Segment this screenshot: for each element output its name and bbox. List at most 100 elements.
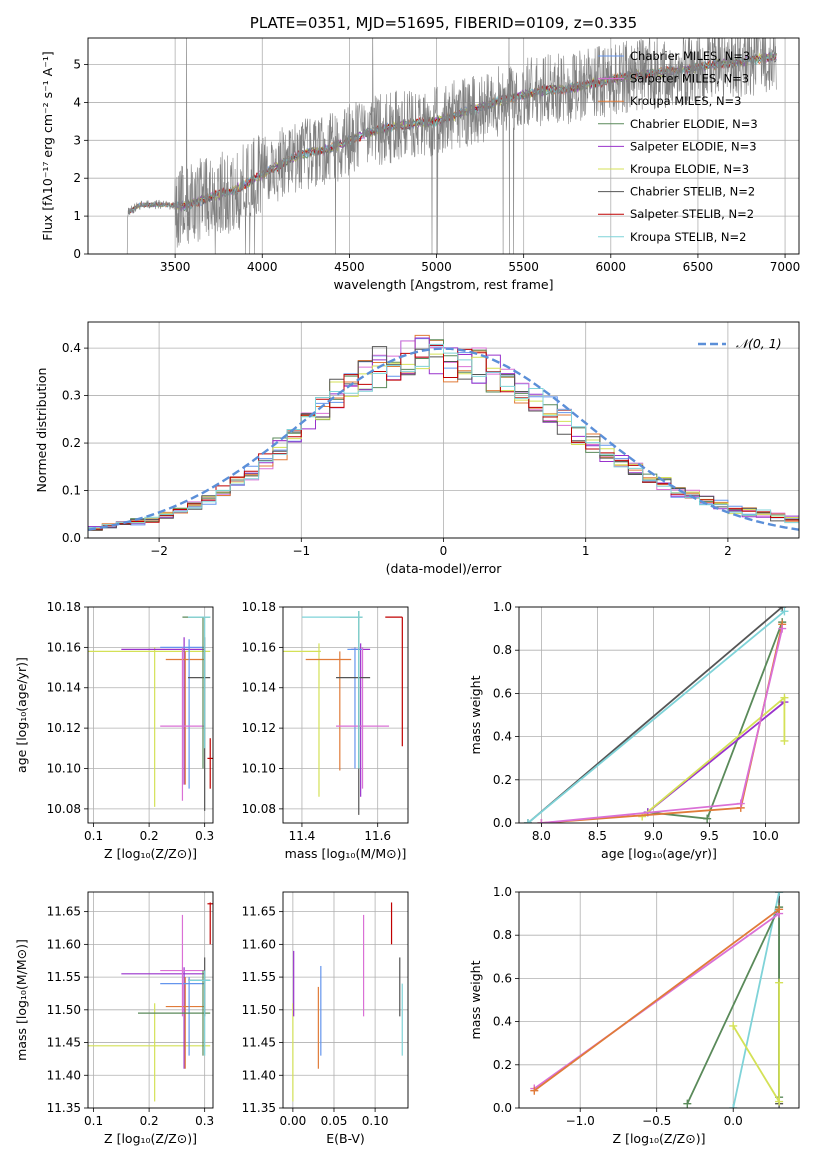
weight-marker bbox=[775, 905, 784, 914]
y-tick-label: 0.6 bbox=[493, 686, 512, 700]
y-tick-label: 4 bbox=[73, 95, 81, 109]
x-tick-label: 0.1 bbox=[84, 829, 103, 843]
y-tick-label: 10.18 bbox=[47, 600, 81, 614]
x-tick-label: 3500 bbox=[160, 260, 191, 274]
y-tick-label: 2 bbox=[73, 171, 81, 185]
normal-curve bbox=[88, 347, 799, 531]
chart-title: PLATE=0351, MJD=51695, FIBERID=0109, z=0… bbox=[250, 14, 637, 32]
x-tick-label: 6500 bbox=[683, 260, 714, 274]
weight-line bbox=[541, 628, 784, 823]
legend: 𝒩(0, 1) bbox=[698, 336, 782, 351]
histogram-step bbox=[88, 346, 799, 531]
y-tick-label: 0.3 bbox=[62, 389, 81, 403]
x-axis-label: (data-model)/error bbox=[386, 561, 503, 576]
x-tick-label: 7000 bbox=[770, 260, 801, 274]
x-tick-label: −1 bbox=[292, 544, 310, 558]
x-axis-label: wavelength [Angstrom, rest frame] bbox=[333, 277, 553, 292]
weight-line bbox=[732, 892, 780, 1108]
weight-marker bbox=[778, 607, 787, 611]
y-tick-label: 0.2 bbox=[493, 773, 512, 787]
y-tick-label: 11.55 bbox=[242, 970, 276, 984]
panel-mass-vs-z: 0.1 0.2 0.3 11.35 11.40 11.45 11.50 11.55 11.60 1… bbox=[14, 891, 214, 1146]
panel-age-vs-mass: 11.4 11.6 10.08 10.10 10.12 10.14 10.16 10.18 ma… bbox=[242, 600, 409, 861]
y-tick-label: 11.55 bbox=[47, 970, 81, 984]
plot-area bbox=[88, 616, 213, 811]
weight-marker bbox=[780, 693, 789, 702]
y-tick-label: 0.8 bbox=[493, 928, 512, 942]
panel-weight-vs-age: 8.0 8.5 9.0 9.5 10.0 0.0 0.2 0.4 0.6 0.8 1.0 age [l… bbox=[468, 600, 800, 861]
x-tick-label: 2 bbox=[724, 544, 732, 558]
x-tick-label: 0 bbox=[440, 544, 448, 558]
y-axis-label: Flux [fλ10⁻¹⁷ erg cm⁻² s⁻¹ A⁻¹] bbox=[40, 51, 55, 240]
y-tick-label: 1 bbox=[73, 209, 81, 223]
y-tick-label: 11.65 bbox=[242, 905, 276, 919]
y-tick-label: 0.0 bbox=[493, 1101, 512, 1115]
data-spectrum-line bbox=[126, 38, 777, 254]
weight-line bbox=[527, 610, 785, 823]
y-tick-label: 10.16 bbox=[242, 640, 276, 654]
x-tick-label: −0.5 bbox=[642, 1114, 671, 1128]
y-tick-label: 0.2 bbox=[493, 1058, 512, 1072]
x-tick-label: 8.0 bbox=[532, 829, 551, 843]
x-tick-label: 0.3 bbox=[195, 829, 214, 843]
x-tick-label: −1.0 bbox=[566, 1114, 595, 1128]
plot-area bbox=[88, 902, 213, 1102]
panel-age-vs-z: 0.1 0.2 0.3 10.08 10.10 10.12 10.14 10.16 10.18 Z… bbox=[14, 600, 214, 861]
x-axis-label: mass [log₁₀(M/M⊙)] bbox=[285, 846, 407, 861]
y-tick-label: 0.4 bbox=[493, 1015, 512, 1029]
x-axis-label: Z [log₁₀(Z/Z⊙)] bbox=[104, 1131, 197, 1146]
axes-frame bbox=[282, 606, 409, 824]
y-tick-label: 0.4 bbox=[493, 730, 512, 744]
y-tick-label: 10.18 bbox=[242, 600, 276, 614]
axes-frame bbox=[87, 37, 800, 255]
weight-marker bbox=[736, 799, 745, 808]
weight-marker bbox=[775, 892, 784, 896]
legend-label: 𝒩(0, 1) bbox=[736, 336, 782, 351]
axes-frame bbox=[87, 321, 800, 539]
weight-marker bbox=[537, 819, 546, 823]
y-tick-label: 5 bbox=[73, 58, 81, 72]
weight-marker bbox=[775, 1097, 784, 1106]
y-tick-label: 11.40 bbox=[47, 1068, 81, 1082]
weight-marker bbox=[775, 978, 784, 987]
y-tick-label: 0.0 bbox=[62, 531, 81, 545]
weight-marker bbox=[523, 819, 532, 823]
weight-line bbox=[641, 695, 786, 818]
x-tick-label: 10.0 bbox=[752, 829, 779, 843]
legend-label: Kroupa STELIB, N=2 bbox=[630, 230, 747, 244]
weight-marker bbox=[683, 1099, 692, 1108]
legend-label: Salpeter ELODIE, N=3 bbox=[630, 139, 757, 153]
x-tick-label: 0.2 bbox=[140, 829, 159, 843]
y-axis-label: mass weight bbox=[468, 675, 483, 754]
plot-area bbox=[126, 38, 777, 254]
legend-label: Salpeter STELIB, N=2 bbox=[630, 207, 754, 221]
panel-spectrum: 3500 4000 4500 5000 5500 6000 6500 7000 0 1 2 3 4 5 wa… bbox=[40, 14, 800, 292]
x-tick-label: 4500 bbox=[334, 260, 365, 274]
y-tick-label: 0.1 bbox=[62, 484, 81, 498]
y-tick-label: 0.6 bbox=[493, 971, 512, 985]
histogram-step bbox=[88, 344, 799, 530]
y-tick-label: 1.0 bbox=[493, 885, 512, 899]
x-tick-label: 11.6 bbox=[364, 829, 391, 843]
x-tick-label: 11.4 bbox=[289, 829, 316, 843]
y-tick-label: 10.10 bbox=[242, 761, 276, 775]
y-tick-label: 11.35 bbox=[47, 1101, 81, 1115]
x-tick-label: 1 bbox=[582, 544, 590, 558]
weight-marker bbox=[729, 1104, 738, 1108]
y-tick-label: 10.12 bbox=[47, 721, 81, 735]
y-axis-label: Normed distribution bbox=[34, 368, 49, 493]
x-axis-label: E(B-V) bbox=[326, 1131, 365, 1146]
legend-label: Salpeter MILES, N=3 bbox=[630, 72, 749, 86]
legend: Chabrier MILES, N=3 Salpeter MILES, N=3 Kr… bbox=[598, 49, 758, 244]
y-tick-label: 11.35 bbox=[242, 1101, 276, 1115]
weight-marker bbox=[729, 1021, 738, 1030]
axes-frame bbox=[518, 891, 800, 1109]
x-tick-label: 0.10 bbox=[362, 1114, 389, 1128]
y-tick-label: 10.10 bbox=[47, 761, 81, 775]
x-tick-label: 8.5 bbox=[588, 829, 607, 843]
legend-label: Chabrier STELIB, N=2 bbox=[630, 185, 755, 199]
panel-residuals: −2 −1 0 1 2 0.0 0.1 0.2 0.3 0.4 (data-model)/error… bbox=[34, 321, 800, 576]
weight-marker bbox=[530, 1086, 539, 1095]
y-tick-label: 3 bbox=[73, 133, 81, 147]
